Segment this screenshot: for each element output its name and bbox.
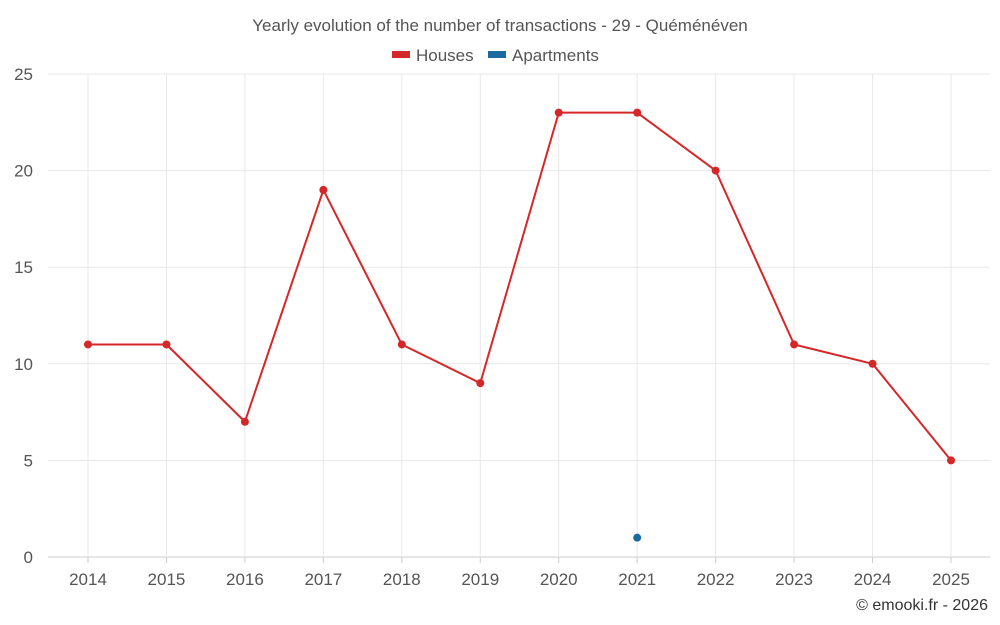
x-tick-label: 2014 — [69, 570, 107, 589]
data-point-houses-2016[interactable] — [240, 417, 249, 426]
x-tick-label: 2021 — [618, 570, 656, 589]
data-point-houses-2018[interactable] — [397, 340, 406, 349]
series-line-houses — [88, 111, 952, 462]
data-point-houses-2024[interactable] — [868, 359, 877, 368]
x-tick-label: 2017 — [304, 570, 342, 589]
x-tick-label: 2024 — [854, 570, 892, 589]
legend-label-apartments: Apartments — [512, 46, 599, 65]
chart-title: Yearly evolution of the number of transa… — [252, 16, 748, 35]
y-tick-label: 25 — [14, 65, 33, 84]
data-point-houses-2020[interactable] — [554, 108, 563, 117]
data-point-houses-2021[interactable] — [633, 108, 642, 117]
legend-swatch-houses — [392, 51, 410, 58]
x-axis: 2014 2015 2016 2017 2018 2019 2020 2021 2022 2023… — [69, 557, 970, 589]
series — [84, 108, 955, 542]
data-point-houses-2022[interactable] — [711, 166, 720, 175]
x-tick-label: 2025 — [932, 570, 970, 589]
data-point-houses-2019[interactable] — [476, 379, 485, 388]
y-tick-label: 15 — [14, 258, 33, 277]
x-tick-label: 2019 — [461, 570, 499, 589]
data-point-houses-2015[interactable] — [162, 340, 171, 349]
y-tick-label: 10 — [14, 355, 33, 374]
x-tick-label: 2022 — [697, 570, 735, 589]
x-tick-label: 2020 — [540, 570, 578, 589]
y-tick-label: 20 — [14, 162, 33, 181]
legend: Houses Apartments — [392, 46, 599, 65]
data-point-apartments-2021[interactable] — [633, 533, 642, 542]
legend-label-houses: Houses — [416, 46, 474, 65]
y-tick-label: 0 — [24, 548, 33, 567]
grid — [48, 73, 990, 558]
legend-item-houses[interactable]: Houses — [392, 46, 474, 65]
data-point-houses-2014[interactable] — [84, 340, 92, 349]
x-tick-label: 2018 — [383, 570, 421, 589]
credit-text: © emooki.fr - 2026 — [856, 597, 988, 614]
legend-swatch-apartments — [488, 51, 506, 58]
x-tick-label: 2016 — [226, 570, 264, 589]
x-tick-label: 2023 — [775, 570, 813, 589]
y-axis: 0 5 10 15 20 25 — [14, 65, 33, 567]
data-point-houses-2025[interactable] — [947, 456, 955, 465]
y-tick-label: 5 — [24, 451, 33, 470]
legend-item-apartments[interactable]: Apartments — [488, 46, 599, 65]
data-point-houses-2017[interactable] — [319, 185, 328, 194]
x-tick-label: 2015 — [148, 570, 186, 589]
data-point-houses-2023[interactable] — [790, 340, 799, 349]
